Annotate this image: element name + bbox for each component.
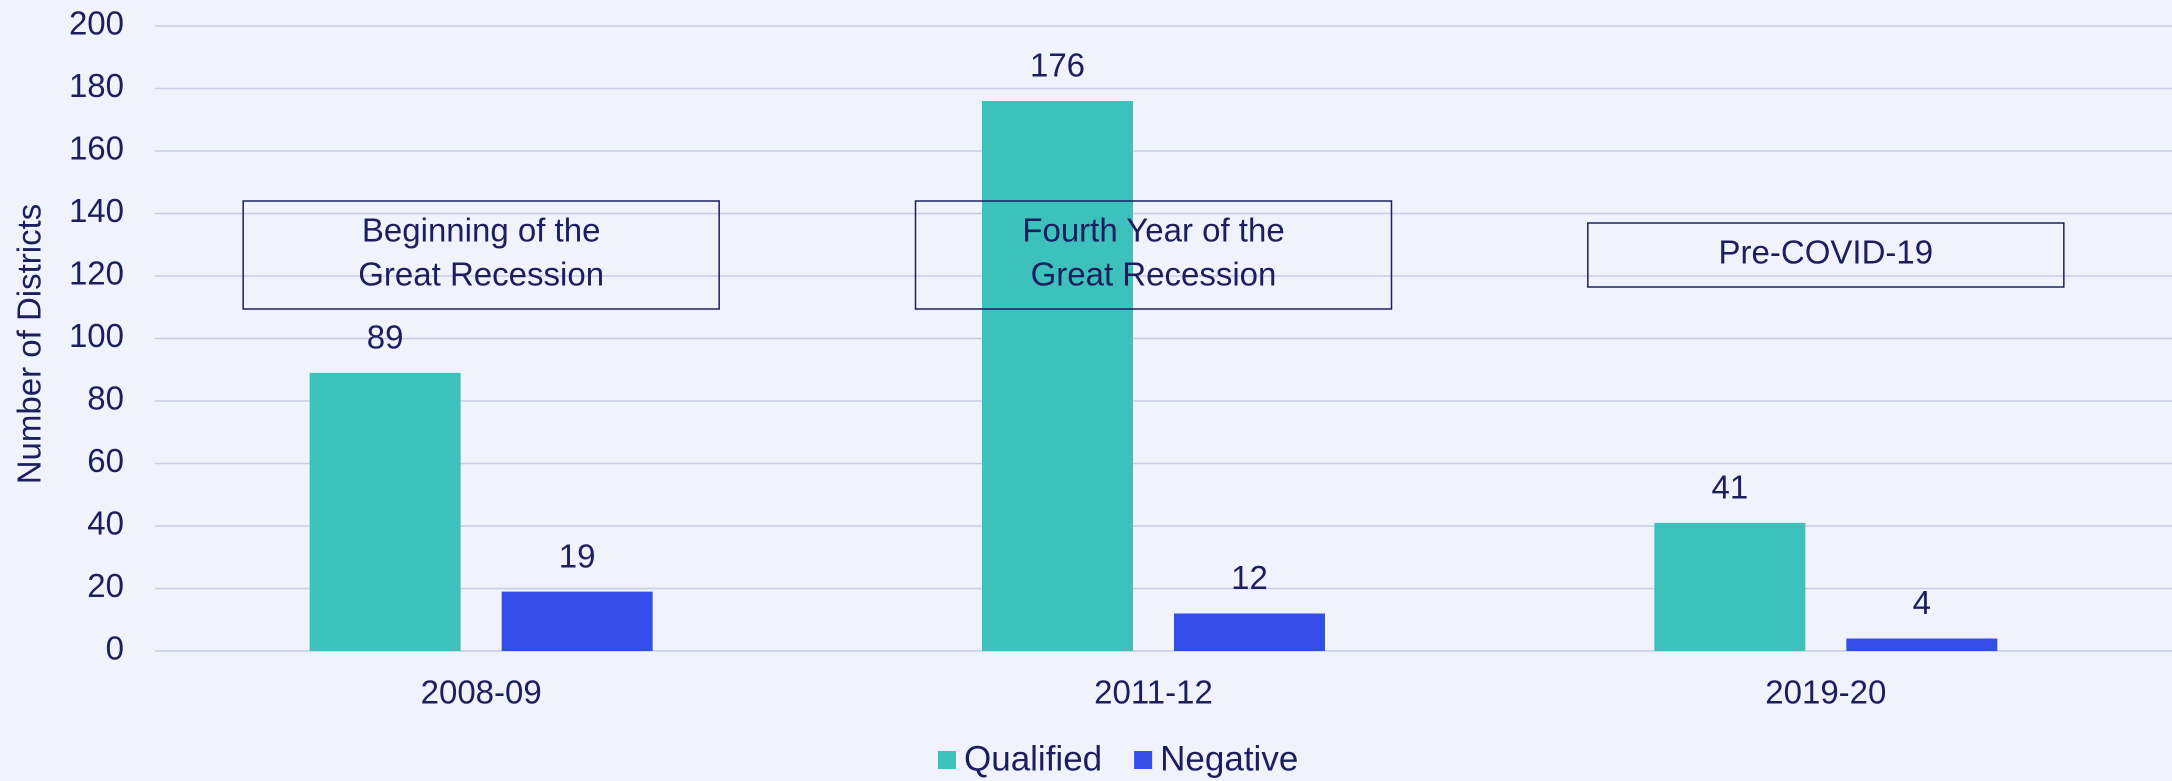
value-label: 4	[1913, 584, 1931, 621]
value-label: 41	[1711, 469, 1748, 506]
annotation: Great Recession	[1031, 256, 1277, 293]
x-tick-label: 2011-12	[1094, 674, 1213, 711]
y-tick-label: 20	[87, 567, 124, 604]
annotation-box	[914, 200, 1393, 310]
x-tick-label: 2008-09	[421, 674, 542, 711]
bar	[1654, 522, 1806, 651]
annotation: Beginning of the	[362, 212, 601, 249]
legend-label: Negative	[1160, 739, 1298, 778]
y-tick-label: 60	[87, 442, 124, 479]
y-tick-label: 200	[69, 5, 124, 42]
annotation: Great Recession	[358, 256, 604, 293]
y-tick-label: 40	[87, 505, 124, 542]
y-tick-label: 100	[69, 317, 124, 354]
bar	[501, 591, 653, 651]
legend-swatch	[938, 751, 956, 769]
y-tick-label: 120	[69, 255, 124, 292]
bar	[309, 372, 461, 651]
value-label: 89	[367, 319, 404, 356]
annotation: Fourth Year of the	[1022, 212, 1284, 249]
bar	[1174, 613, 1325, 651]
y-tick-label: 0	[106, 630, 124, 667]
y-axis-title: Number of Districts	[11, 204, 48, 485]
bar	[1846, 638, 1998, 651]
x-tick-label: 2019-20	[1765, 674, 1886, 711]
value-label: 12	[1231, 559, 1268, 596]
legend-label: Qualified	[964, 739, 1102, 778]
y-tick-label: 140	[69, 192, 124, 229]
value-label: 176	[1030, 47, 1085, 84]
annotation: Pre-COVID-19	[1719, 234, 1934, 271]
annotation-box	[1587, 222, 2065, 288]
legend-swatch	[1134, 751, 1153, 769]
y-tick-label: 180	[69, 67, 124, 104]
value-label: 19	[559, 537, 596, 574]
annotation-box	[242, 200, 720, 310]
y-tick-label: 80	[87, 380, 124, 417]
bar	[982, 101, 1133, 651]
y-tick-label: 160	[69, 130, 124, 167]
